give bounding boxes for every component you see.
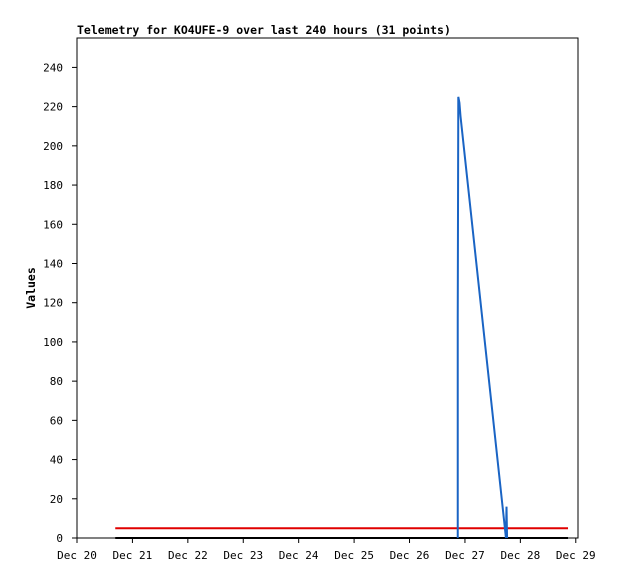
y-tick-label: 140 <box>43 257 63 270</box>
series-line <box>456 96 509 539</box>
y-tick-label: 20 <box>50 493 63 506</box>
x-tick-label: Dec 25 <box>334 549 374 562</box>
x-tick-label: Dec 29 <box>556 549 596 562</box>
x-tick-label: Dec 23 <box>223 549 263 562</box>
y-tick-label: 40 <box>50 454 63 467</box>
y-tick-label: 0 <box>56 532 63 545</box>
y-tick-label: 240 <box>43 61 63 74</box>
y-tick-label: 80 <box>50 375 63 388</box>
x-tick-label: Dec 24 <box>279 549 319 562</box>
y-tick-label: 180 <box>43 179 63 192</box>
chart-title: Telemetry for KO4UFE-9 over last 240 hou… <box>77 23 451 37</box>
y-tick-label: 100 <box>43 336 63 349</box>
y-tick-label: 160 <box>43 218 63 231</box>
y-tick-label: 200 <box>43 140 63 153</box>
x-tick-label: Dec 20 <box>57 549 97 562</box>
y-tick-label: 120 <box>43 297 63 310</box>
x-tick-label: Dec 27 <box>445 549 485 562</box>
x-tick-label: Dec 22 <box>168 549 208 562</box>
y-tick-label: 60 <box>50 414 63 427</box>
y-tick-label: 220 <box>43 101 63 114</box>
plot-frame <box>76 37 579 539</box>
x-tick-label: Dec 28 <box>500 549 540 562</box>
x-tick-label: Dec 21 <box>113 549 153 562</box>
y-axis-label: Values <box>24 267 38 309</box>
x-tick-label: Dec 26 <box>390 549 430 562</box>
